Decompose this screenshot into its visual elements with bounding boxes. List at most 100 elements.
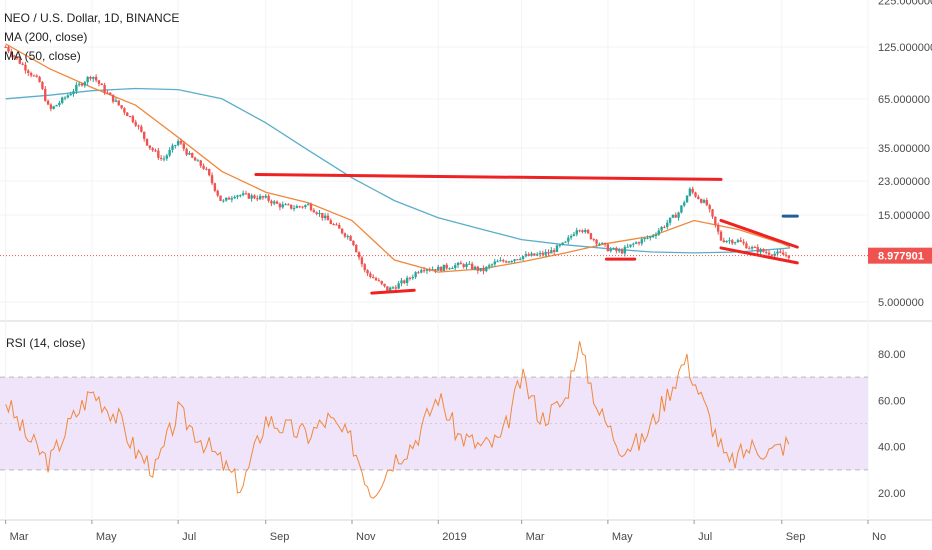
candle-body bbox=[281, 204, 284, 208]
candle-body bbox=[114, 100, 118, 102]
candle-body bbox=[191, 153, 194, 158]
candle-body bbox=[468, 263, 471, 265]
candle-body bbox=[49, 104, 53, 109]
candle-body bbox=[439, 266, 443, 271]
x-tick-label: May bbox=[612, 531, 633, 543]
candle-body bbox=[69, 93, 72, 96]
candle-body bbox=[55, 105, 58, 107]
candle-body bbox=[776, 251, 779, 254]
candle-body bbox=[193, 157, 197, 161]
ma200-line bbox=[5, 87, 791, 254]
price-tick-label: 65.000000 bbox=[878, 94, 930, 106]
candle-body bbox=[18, 58, 21, 64]
candle-body bbox=[63, 97, 67, 99]
candle-body bbox=[731, 240, 734, 244]
candle-body bbox=[377, 280, 381, 282]
candle-body bbox=[736, 240, 740, 243]
x-tick-label: May bbox=[96, 531, 117, 543]
candle-body bbox=[615, 247, 618, 251]
candle-body bbox=[312, 210, 316, 213]
candle-body bbox=[476, 266, 480, 271]
candle-body bbox=[651, 235, 655, 237]
candle-body bbox=[326, 215, 330, 221]
candle-body bbox=[674, 214, 677, 218]
candle-body bbox=[61, 97, 64, 103]
candle-body bbox=[643, 238, 646, 240]
candle-body bbox=[219, 195, 222, 201]
candle-body bbox=[278, 203, 282, 208]
candle-body bbox=[564, 241, 567, 243]
candle-body bbox=[487, 265, 491, 267]
candle-body bbox=[21, 63, 24, 65]
x-tick-label: Sep bbox=[270, 531, 290, 543]
candle-body bbox=[253, 195, 256, 199]
candle-body bbox=[52, 106, 55, 109]
candle-body bbox=[400, 280, 403, 284]
candle-body bbox=[188, 153, 191, 155]
candle-body bbox=[626, 246, 629, 248]
candle-body bbox=[694, 192, 697, 197]
candle-body bbox=[465, 263, 468, 267]
candle-body bbox=[552, 250, 556, 252]
candle-body bbox=[711, 209, 714, 217]
candle-body bbox=[527, 254, 530, 256]
candle-body bbox=[349, 236, 352, 241]
candle-body bbox=[46, 100, 50, 105]
candle-body bbox=[408, 277, 412, 279]
candle-body bbox=[24, 64, 27, 71]
candle-body bbox=[586, 230, 590, 234]
candle-body bbox=[745, 243, 748, 249]
candle-body bbox=[502, 260, 505, 262]
candle-body bbox=[411, 277, 414, 279]
candle-body bbox=[589, 233, 593, 240]
ma50-legend: MA (50, close) bbox=[4, 49, 81, 63]
candle-body bbox=[428, 269, 431, 271]
x-tick-label: Jul bbox=[698, 531, 712, 543]
candle-body bbox=[513, 259, 516, 262]
candle-body bbox=[298, 206, 301, 208]
candle-body bbox=[66, 95, 70, 98]
candle-body bbox=[702, 200, 706, 203]
price-tick-label: 5.000000 bbox=[878, 297, 924, 309]
price-tick-label: 125.000000 bbox=[878, 42, 932, 54]
candle-body bbox=[174, 145, 177, 147]
candle-body bbox=[569, 235, 573, 238]
candle-body bbox=[284, 204, 287, 206]
candle-body bbox=[558, 244, 562, 246]
candle-body bbox=[617, 250, 621, 252]
candle-body bbox=[360, 257, 364, 265]
candle-body bbox=[306, 204, 310, 206]
candle-body bbox=[343, 233, 347, 237]
ma50-line bbox=[5, 43, 791, 273]
candle-body bbox=[32, 75, 36, 77]
candle-body bbox=[634, 242, 638, 244]
candle-body bbox=[499, 260, 502, 262]
candle-body bbox=[671, 214, 675, 218]
rsi-tick-label: 80.00 bbox=[878, 349, 906, 361]
main-legend: NEO / U.S. Dollar, 1D, BINANCE MA (200, … bbox=[4, 9, 179, 66]
candle-body bbox=[205, 168, 208, 170]
candle-body bbox=[663, 226, 666, 228]
candle-body bbox=[767, 252, 771, 255]
candle-body bbox=[753, 247, 757, 249]
candle-body bbox=[403, 280, 406, 284]
candle-body bbox=[273, 201, 276, 204]
candle-body bbox=[264, 195, 267, 198]
candle-body bbox=[275, 201, 279, 204]
candle-body bbox=[595, 239, 598, 244]
candle-body bbox=[148, 145, 152, 149]
candle-body bbox=[654, 234, 658, 236]
candle-body bbox=[533, 253, 536, 256]
candle-body bbox=[179, 141, 183, 144]
candle-body bbox=[244, 193, 248, 195]
price-tick-label: 225.000000 bbox=[878, 0, 932, 7]
candle-body bbox=[708, 205, 711, 210]
candle-body bbox=[601, 242, 604, 244]
candle-body bbox=[27, 70, 30, 74]
candle-body bbox=[722, 240, 726, 243]
candle-body bbox=[697, 196, 700, 200]
candle-body bbox=[140, 126, 143, 132]
candle-body bbox=[199, 160, 202, 166]
